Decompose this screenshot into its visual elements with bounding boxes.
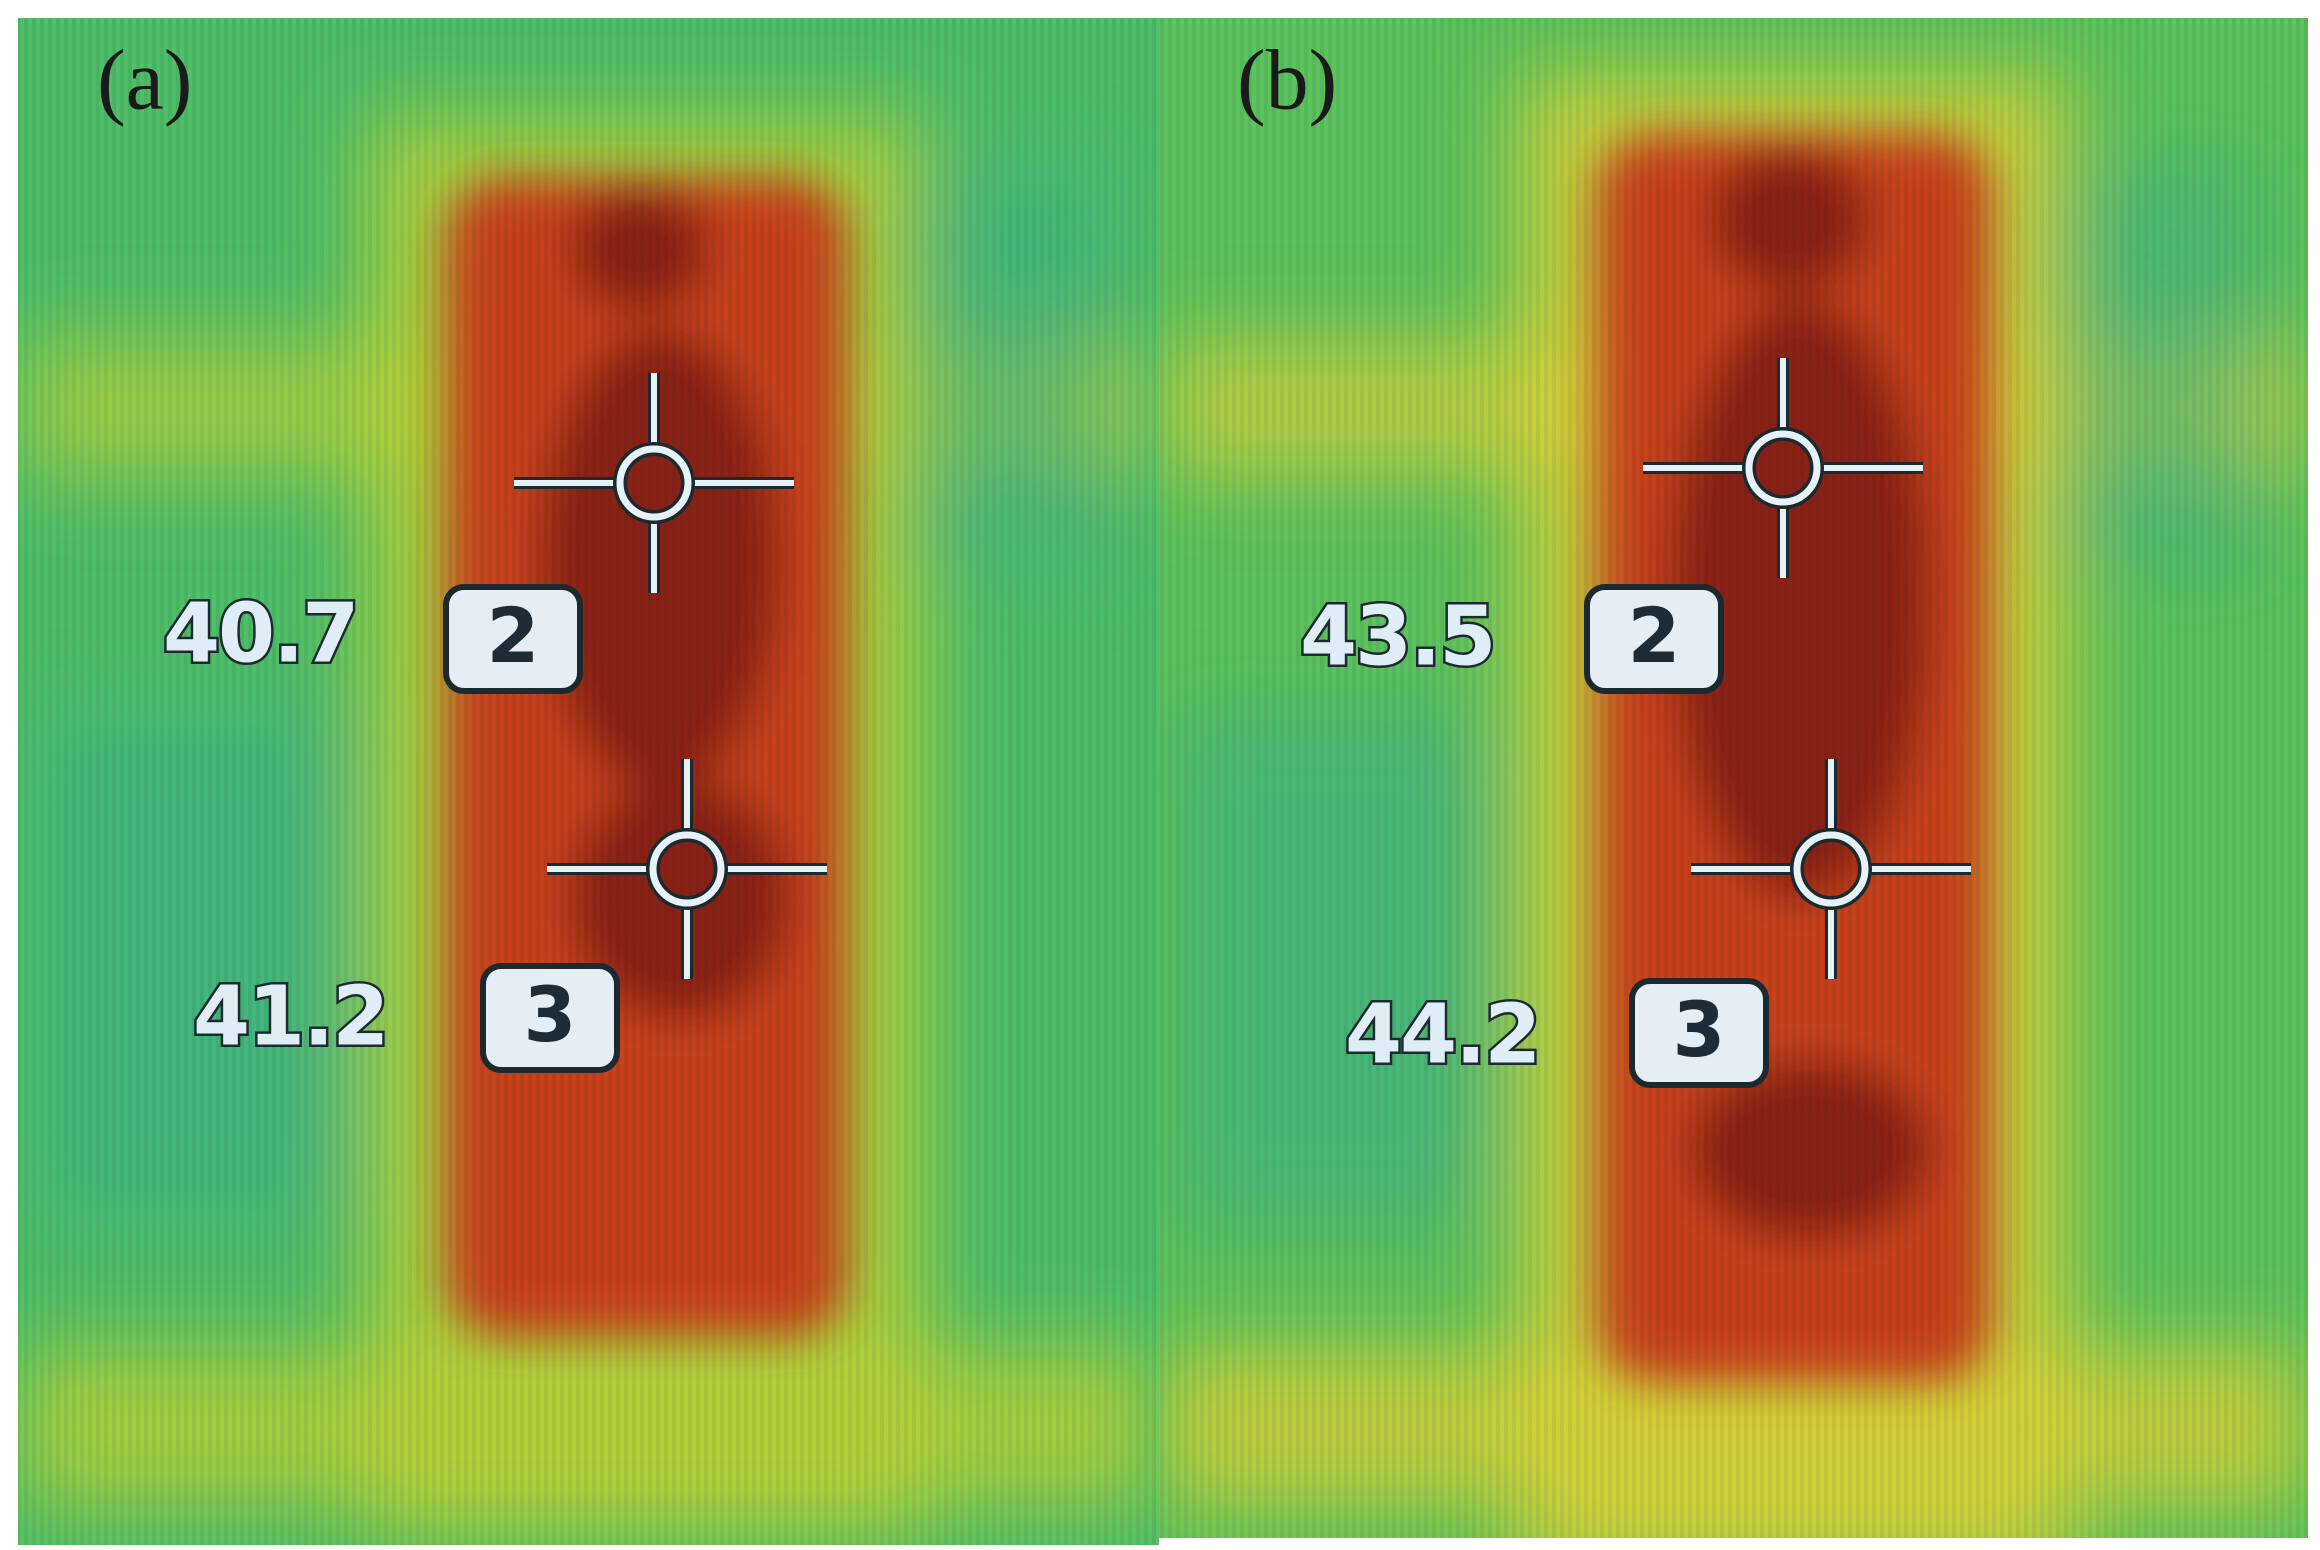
crosshair-ring (616, 445, 692, 521)
marker-badge (480, 963, 620, 1073)
panel-label: (a) (97, 32, 192, 128)
marker-badge (443, 584, 583, 694)
marker-badge (1629, 978, 1769, 1088)
marker-number: 3 (1673, 985, 1726, 1074)
spot-marker (547, 759, 827, 979)
temperature-reading: 41.2 (193, 969, 387, 1064)
scan-lines (18, 18, 1159, 1545)
marker-number: 2 (487, 591, 540, 680)
crosshair-ring (1745, 430, 1821, 506)
marker-number: 2 (1628, 591, 1681, 680)
temperature-reading: 44.2 (1345, 987, 1539, 1082)
thermal-panel (18, 18, 1159, 1545)
temperature-reading: 43.5 (1300, 589, 1494, 684)
scan-lines (1159, 18, 2308, 1538)
spot-marker (514, 373, 794, 593)
crosshair-ring (1793, 831, 1869, 907)
thermal-panel (1159, 18, 2308, 1538)
crosshair-ring (649, 831, 725, 907)
temperature-reading: 40.7 (163, 586, 357, 681)
marker-badge (1584, 584, 1724, 694)
spot-marker (1643, 358, 1923, 578)
spot-marker (1691, 759, 1971, 979)
panel-label: (b) (1237, 32, 1337, 128)
marker-number: 3 (524, 970, 577, 1059)
